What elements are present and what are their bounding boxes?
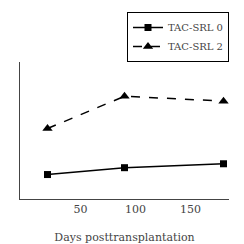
svg-text:100: 100 (125, 203, 146, 216)
svg-text:150: 150 (180, 203, 201, 216)
svg-text:TAC-SRL 0: TAC-SRL 0 (168, 22, 223, 33)
svg-text:50: 50 (74, 203, 88, 216)
svg-text:TAC-SRL 2: TAC-SRL 2 (168, 41, 223, 52)
svg-text:Days posttransplantation: Days posttransplantation (54, 231, 194, 244)
